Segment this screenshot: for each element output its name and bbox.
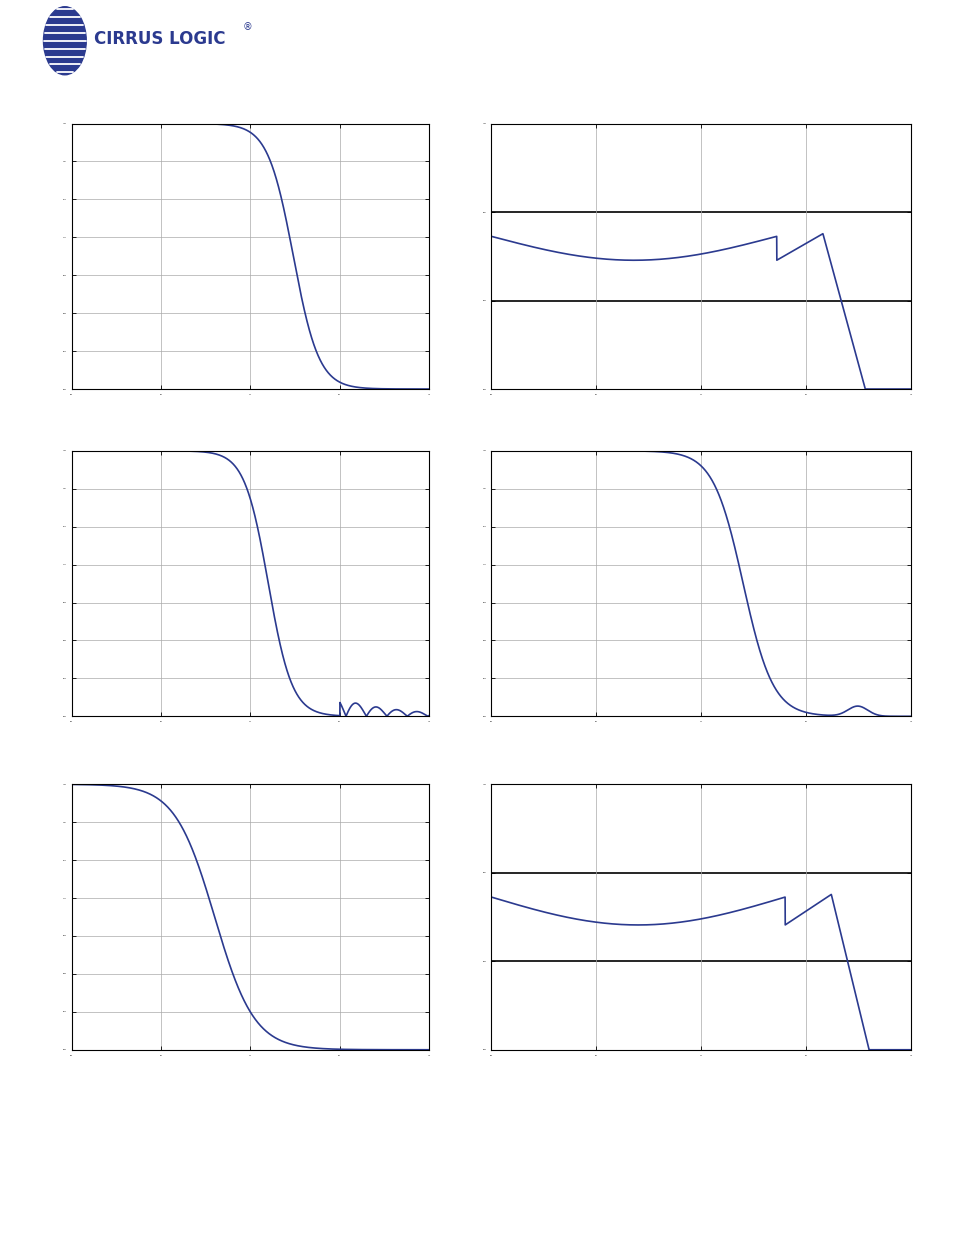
Text: ®: ® [242,22,252,32]
Ellipse shape [44,6,86,75]
Text: CIRRUS LOGIC: CIRRUS LOGIC [94,30,226,48]
